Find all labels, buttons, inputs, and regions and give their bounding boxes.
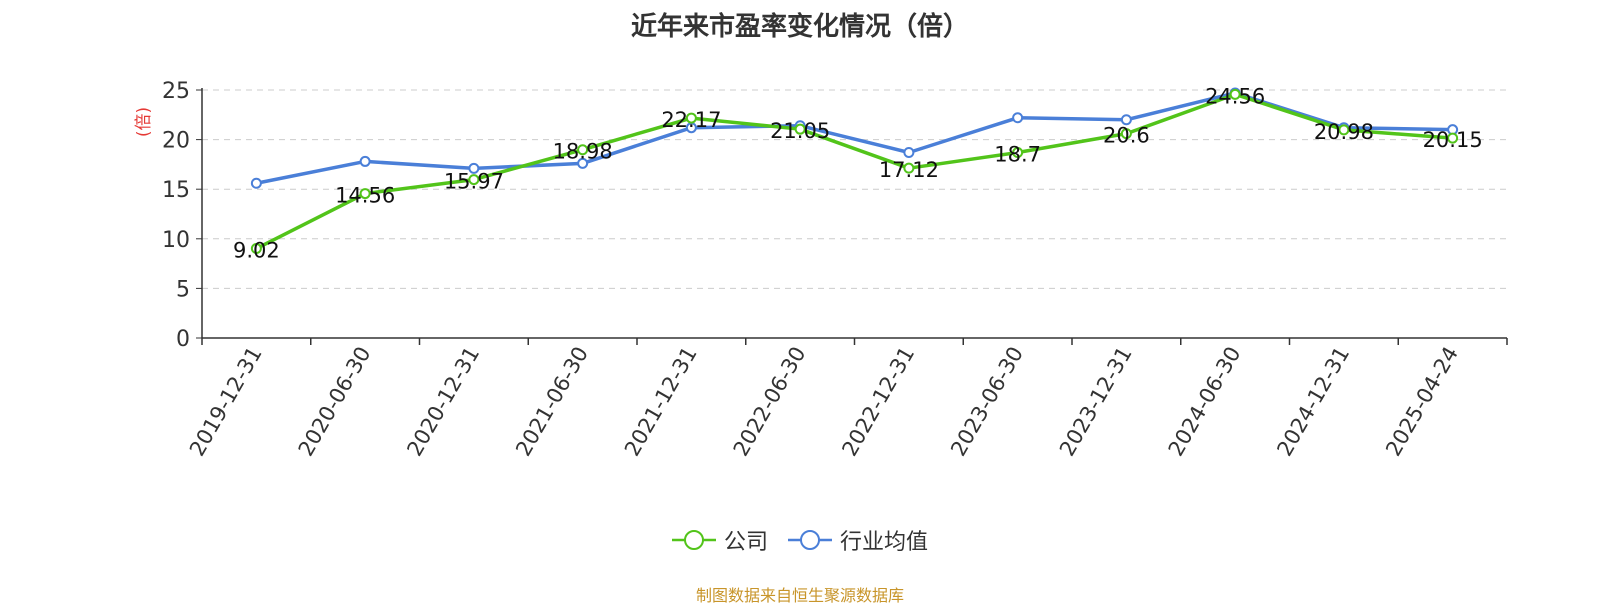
legend-swatch-company — [671, 530, 716, 550]
data-point-industry — [903, 146, 915, 158]
data-point-company — [903, 162, 915, 174]
x-tick-label: 2019-12-31 — [185, 343, 267, 461]
data-point-company — [1338, 124, 1350, 136]
data-label: 24.56 — [1205, 84, 1265, 108]
data-label: 18.7 — [994, 142, 1041, 166]
x-tick-label: 2024-12-31 — [1272, 343, 1354, 461]
data-point-industry — [1012, 112, 1024, 124]
data-label: 17.12 — [879, 158, 939, 182]
legend-label-company: 公司 — [723, 530, 768, 555]
data-point-company — [468, 174, 480, 186]
data-point-company — [794, 123, 806, 135]
series-line-company — [254, 92, 1455, 251]
data-point-company — [685, 112, 697, 124]
legend-swatch-industry — [788, 530, 832, 550]
data-point-company — [359, 188, 371, 200]
data-point-industry — [359, 155, 371, 167]
x-tick-label: 2023-06-30 — [946, 343, 1028, 461]
y-tick-label: 20 — [162, 129, 190, 154]
x-tick-label: 2021-12-31 — [620, 343, 702, 461]
data-point-company — [1012, 146, 1024, 158]
y-tick-label: 15 — [162, 178, 190, 203]
data-point-company — [1447, 132, 1459, 144]
legend-label-industry: 行业均值 — [840, 530, 929, 555]
legend-item-industry[interactable]: 行业均值 — [788, 524, 928, 556]
y-tick-label: 10 — [162, 228, 190, 253]
data-point-company — [1120, 128, 1132, 140]
y-tick-label: 0 — [176, 327, 190, 352]
legend-item-company[interactable]: 公司 — [671, 524, 768, 556]
chart-title: 近年来市盈率变化情况（倍） — [630, 12, 969, 42]
data-point-company — [250, 243, 262, 255]
data-labels: 9.02 14.56 15.97 18.98 22.17 21.05 17.12 18.7 20… — [233, 84, 1483, 262]
y-axis-label: (倍) — [134, 107, 154, 137]
data-point-industry — [468, 162, 480, 174]
x-tick-label: 2020-12-31 — [402, 343, 484, 461]
data-label: 9.02 — [233, 239, 280, 263]
data-label: 14.56 — [335, 184, 395, 208]
x-tick-label: 2022-06-30 — [729, 343, 811, 461]
series-lines — [250, 87, 1459, 255]
data-point-industry — [1120, 114, 1132, 126]
legend: 公司 行业均值 — [0, 522, 1600, 558]
data-point-industry — [577, 157, 589, 169]
data-point-company — [577, 144, 589, 156]
data-label: 22.17 — [661, 108, 721, 132]
x-tick-label: 2022-12-31 — [837, 343, 919, 461]
data-source-note: 制图数据来自恒生聚源数据库 — [695, 586, 904, 605]
y-tick-label: 5 — [176, 277, 190, 302]
data-label: 21.05 — [770, 119, 830, 143]
x-tick-label: 2023-12-31 — [1055, 343, 1137, 461]
data-label: 15.97 — [444, 170, 504, 194]
data-label: 20.98 — [1314, 120, 1374, 144]
y-tick-label: 25 — [162, 79, 190, 104]
data-label: 20.6 — [1103, 124, 1150, 148]
x-tick-label: 2021-06-30 — [511, 343, 593, 461]
x-tick-label: 2020-06-30 — [294, 343, 376, 461]
x-tick-label: 2024-06-30 — [1164, 343, 1246, 461]
data-point-industry — [250, 177, 262, 189]
data-label: 20.15 — [1423, 128, 1483, 152]
data-label: 18.98 — [553, 140, 613, 164]
data-point-company — [1229, 88, 1241, 100]
x-tick-label: 2025-04-24 — [1381, 343, 1463, 461]
